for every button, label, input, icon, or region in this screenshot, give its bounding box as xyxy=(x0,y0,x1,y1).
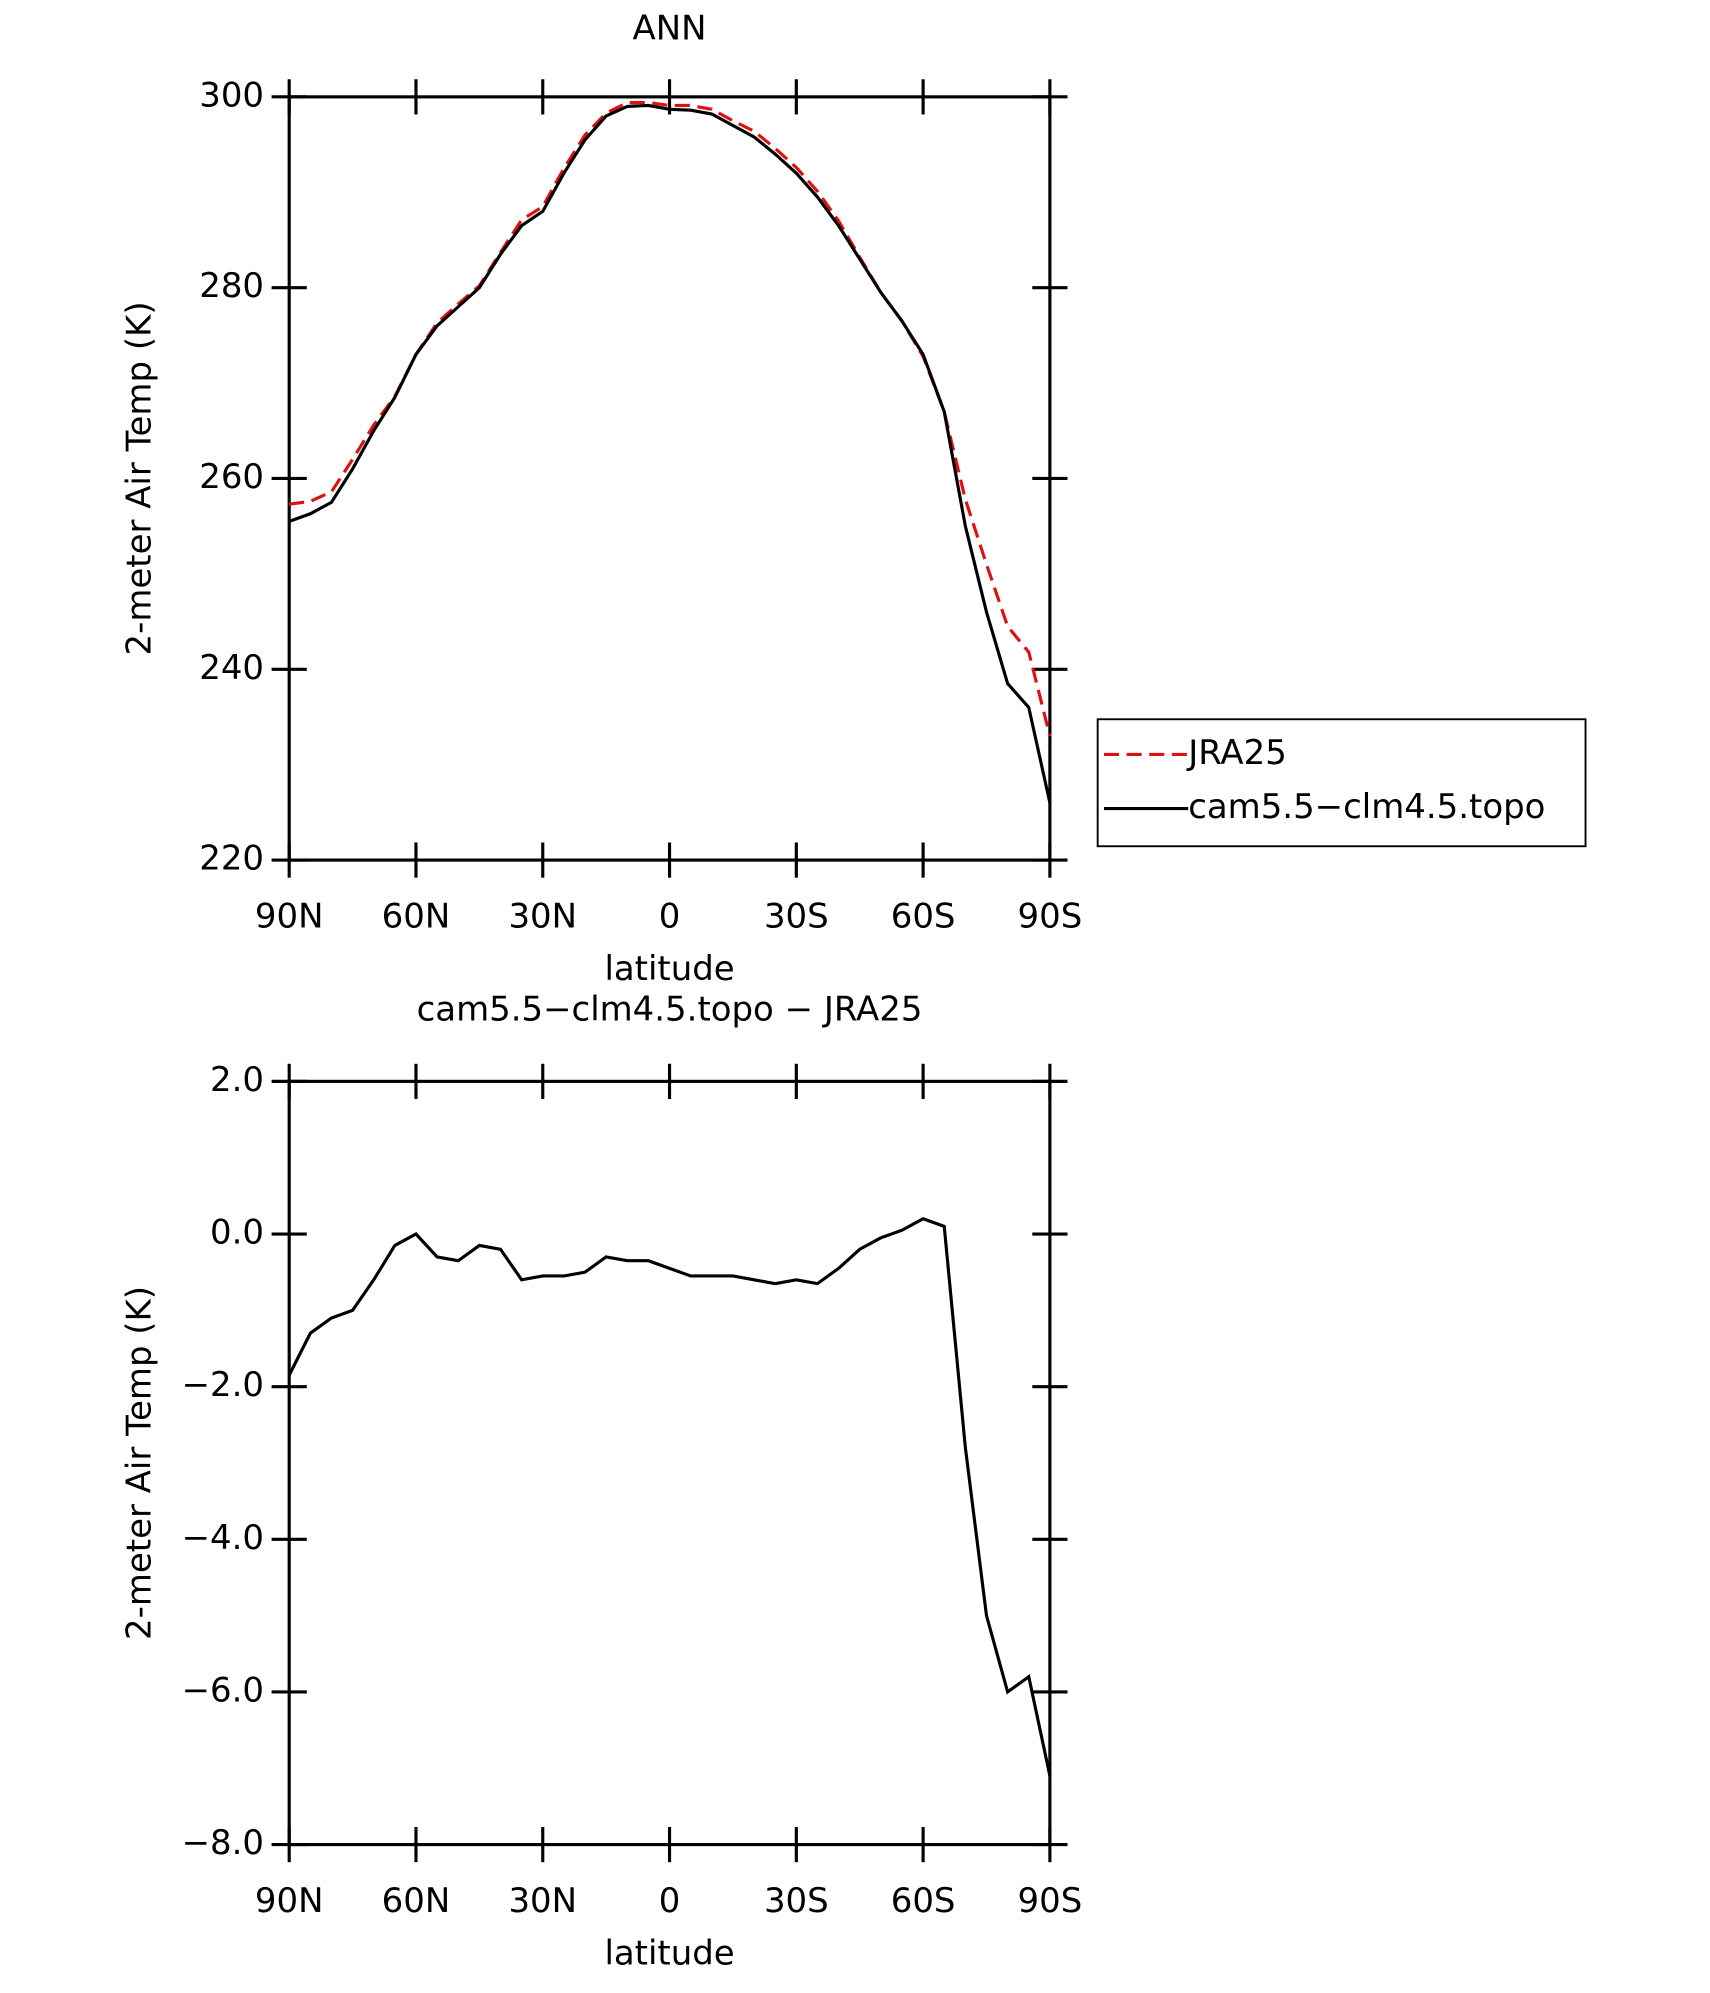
chart-title: ANN xyxy=(633,9,707,49)
y-axis-label: 2-meter Air Temp (K) xyxy=(119,301,159,655)
x-tick-label: 30S xyxy=(764,1881,829,1921)
y-axis-label: 2-meter Air Temp (K) xyxy=(119,1286,159,1640)
legend-label: JRA25 xyxy=(1186,733,1287,773)
data-line xyxy=(287,1217,1052,1777)
y-tick-label: 220 xyxy=(199,839,264,879)
x-tick-label: 60N xyxy=(382,896,451,936)
y-tick-label: 260 xyxy=(199,457,264,497)
x-tick-label: 60S xyxy=(891,1881,956,1921)
x-tick-label: 90S xyxy=(1018,896,1083,936)
data-line xyxy=(288,103,1052,804)
x-tick-label: 60N xyxy=(382,1881,451,1921)
x-tick-label: 90N xyxy=(255,896,324,936)
y-tick-label: 300 xyxy=(199,75,264,115)
x-tick-label: 0 xyxy=(659,1881,681,1921)
x-tick-label: 30S xyxy=(764,896,829,936)
y-tick-label: 2.0 xyxy=(210,1060,264,1100)
data-line xyxy=(288,101,1052,737)
x-tick-label: 90S xyxy=(1018,1881,1083,1921)
legend-label: cam5.5−clm4.5.topo xyxy=(1188,787,1545,827)
chart-title: cam5.5−clm4.5.topo − JRA25 xyxy=(417,989,923,1029)
y-tick-label: −8.0 xyxy=(182,1823,264,1863)
y-tick-label: −4.0 xyxy=(182,1518,264,1558)
x-tick-label: 60S xyxy=(891,896,956,936)
y-tick-label: −6.0 xyxy=(182,1670,264,1710)
plot-frame xyxy=(287,95,1052,862)
y-tick-label: −2.0 xyxy=(182,1365,264,1405)
x-tick-label: 90N xyxy=(255,1881,324,1921)
x-tick-label: 30N xyxy=(508,1881,577,1921)
y-tick-label: 0.0 xyxy=(210,1213,264,1253)
legend-box xyxy=(1096,718,1587,848)
y-tick-label: 280 xyxy=(199,266,264,306)
plot-frame xyxy=(287,1079,1052,1847)
x-tick-label: 30N xyxy=(508,896,577,936)
y-tick-label: 240 xyxy=(199,648,264,688)
x-axis-label: latitude xyxy=(604,949,734,989)
x-tick-label: 0 xyxy=(659,896,681,936)
x-axis-label: latitude xyxy=(604,1934,734,1974)
